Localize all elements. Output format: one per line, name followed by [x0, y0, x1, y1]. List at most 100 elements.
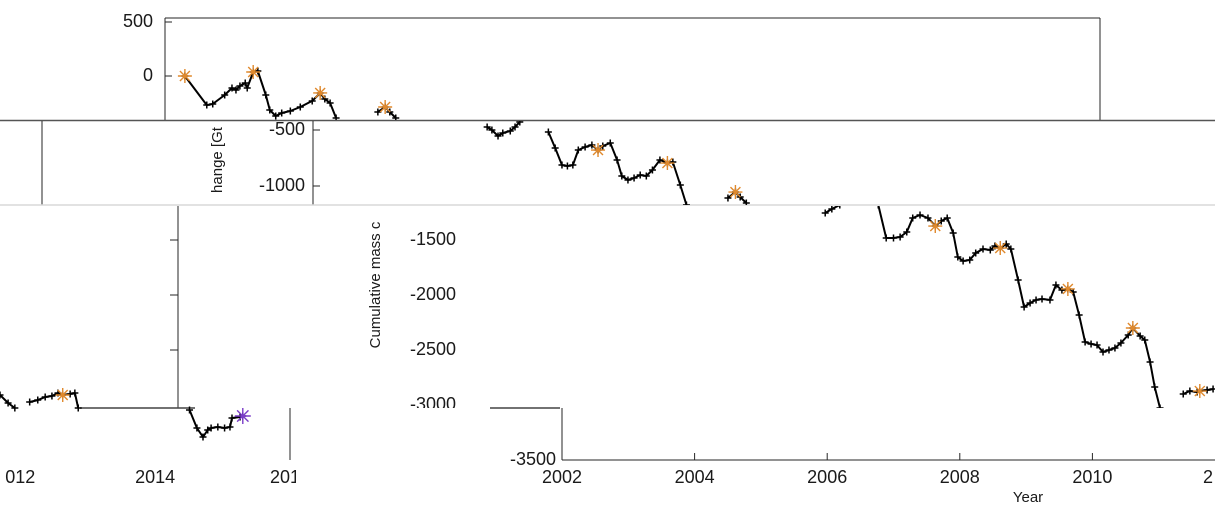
point-marker	[890, 234, 897, 242]
point-marker	[916, 211, 924, 219]
point-marker	[74, 404, 82, 412]
point-marker	[642, 172, 650, 180]
point-marker	[199, 433, 207, 441]
point-marker	[26, 398, 34, 406]
y-tick-label: 500	[123, 11, 153, 31]
point-marker	[943, 214, 951, 222]
chart-fragment: 500 0	[123, 11, 400, 120]
point-marker	[241, 79, 249, 87]
y-tick-label: -1500	[410, 229, 456, 249]
point-marker	[286, 107, 294, 115]
point-marker	[558, 161, 566, 169]
point-marker	[0, 391, 4, 399]
x-tick-label: 2010	[1072, 467, 1112, 487]
point-marker	[308, 97, 316, 105]
point-marker	[896, 233, 904, 241]
point-marker	[332, 114, 340, 120]
point-marker	[1093, 341, 1101, 349]
star-marker	[993, 241, 1008, 256]
point-marker	[966, 256, 974, 264]
point-marker	[972, 249, 980, 257]
point-marker	[228, 84, 236, 92]
x-tick-label: 2004	[675, 467, 715, 487]
y-tick-label: -2000	[410, 284, 456, 304]
x-tick-label: 2016	[270, 467, 310, 487]
point-marker	[278, 109, 286, 117]
point-marker	[11, 404, 19, 412]
star-marker	[1192, 384, 1207, 399]
point-marker	[574, 146, 582, 154]
point-marker	[569, 161, 577, 169]
chart-fragment: 012 2014 2016	[0, 387, 310, 487]
point-marker	[636, 171, 644, 179]
point-marker	[1020, 303, 1028, 311]
point-marker	[1186, 387, 1194, 395]
chart-fragment: -1500 -2000 -2500 -3000 Cumulative mass c	[367, 206, 1215, 408]
point-marker	[48, 392, 56, 400]
point-marker	[266, 106, 274, 114]
point-marker	[1032, 296, 1040, 304]
y-tick-label: 0	[143, 65, 153, 85]
point-marker	[828, 206, 836, 213]
point-marker	[606, 139, 614, 147]
point-marker	[1099, 348, 1107, 356]
point-marker	[392, 114, 400, 120]
x-tick-label: 2	[1203, 467, 1213, 487]
point-marker	[648, 166, 656, 174]
point-marker	[1151, 383, 1159, 391]
point-marker	[1081, 338, 1089, 346]
y-axis-label: hange [Gt	[209, 126, 226, 193]
point-marker	[41, 393, 49, 401]
star-marker	[55, 387, 70, 402]
point-marker	[581, 143, 589, 151]
x-tick-label: 2014	[135, 467, 175, 487]
point-marker	[1179, 390, 1187, 398]
point-marker	[1075, 311, 1083, 319]
x-tick-label: 2006	[807, 467, 847, 487]
point-marker	[1038, 295, 1046, 303]
point-marker	[221, 91, 229, 99]
x-tick-label: 2008	[940, 467, 980, 487]
point-marker	[954, 253, 962, 261]
point-marker	[272, 112, 280, 120]
point-marker	[494, 132, 502, 140]
point-marker	[613, 156, 621, 164]
point-marker	[488, 126, 496, 134]
point-marker	[4, 399, 12, 407]
point-marker	[959, 257, 967, 265]
point-marker	[254, 67, 262, 75]
point-marker	[618, 172, 626, 180]
star-marker	[246, 65, 261, 80]
point-marker	[214, 423, 222, 431]
point-marker	[226, 423, 234, 431]
point-marker	[563, 162, 571, 170]
point-marker	[499, 129, 507, 137]
point-marker	[742, 199, 750, 205]
point-marker	[71, 389, 79, 397]
point-marker	[186, 406, 194, 414]
y-tick-label: -500	[269, 119, 305, 139]
point-marker	[1087, 340, 1095, 348]
point-marker	[1105, 346, 1113, 354]
point-marker	[1136, 332, 1144, 340]
point-marker	[1014, 276, 1022, 284]
point-marker	[903, 228, 911, 236]
point-marker	[1046, 296, 1054, 304]
point-marker	[516, 121, 524, 126]
point-marker	[909, 214, 917, 222]
star-marker	[1060, 281, 1075, 296]
x-tick-label: 2002	[542, 467, 582, 487]
point-marker	[506, 127, 514, 135]
star-marker	[591, 143, 606, 158]
point-marker	[236, 82, 244, 90]
point-marker	[1209, 385, 1215, 393]
point-marker	[839, 206, 841, 209]
point-marker	[34, 396, 42, 404]
point-marker	[676, 181, 684, 189]
point-marker	[232, 86, 240, 94]
point-marker	[624, 176, 632, 184]
point-marker	[243, 84, 251, 92]
point-marker	[1007, 245, 1015, 253]
point-marker	[1117, 339, 1125, 347]
